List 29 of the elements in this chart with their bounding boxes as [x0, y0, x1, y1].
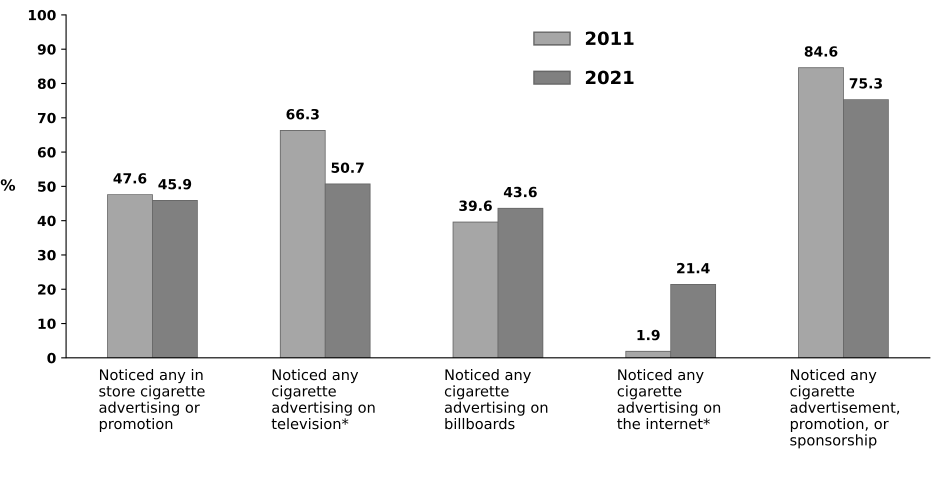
y-tick-label: 70 — [38, 112, 56, 124]
y-tick-label: 60 — [38, 147, 56, 158]
data-label: 47.6 — [113, 173, 146, 184]
y-tick-label: 20 — [38, 284, 56, 295]
data-label: 75.3 — [850, 78, 882, 89]
data-label: 66.3 — [286, 108, 319, 120]
x-tick-label: Noticed any cigarette advertising on billboards — [444, 368, 548, 430]
x-tick-label: Noticed any cigarette advertising on the internet* — [617, 368, 720, 430]
y-tick-label: 30 — [38, 250, 56, 260]
data-label: 43.6 — [504, 186, 537, 198]
x-tick-label: Noticed any cigarette advertising on television* — [272, 368, 375, 430]
data-label: 39.6 — [459, 200, 492, 212]
y-tick-label: 50 — [38, 181, 56, 192]
data-label: 50.7 — [332, 162, 364, 173]
legend-label: 2011 — [586, 31, 634, 46]
data-label: 84.6 — [804, 46, 838, 57]
data-label: 45.9 — [158, 178, 192, 190]
y-tick-label: 100 — [28, 10, 56, 20]
y-axis-title: % — [0, 179, 16, 191]
y-tick-label: 40 — [38, 216, 56, 226]
y-tick-label: 0 — [47, 352, 56, 364]
y-tick-label: 10 — [38, 318, 56, 330]
x-tick-label: Noticed any cigarette advertisement, promotion, or sponsorship — [790, 368, 900, 448]
x-tick-label: Noticed any in store cigarette advertising or promotion — [99, 368, 205, 432]
y-tick-label: 80 — [38, 78, 56, 89]
y-tick-label: 90 — [38, 44, 56, 55]
legend-label: 2021 — [586, 70, 634, 84]
data-label: 21.4 — [677, 262, 710, 274]
data-label: 1.9 — [638, 330, 660, 340]
